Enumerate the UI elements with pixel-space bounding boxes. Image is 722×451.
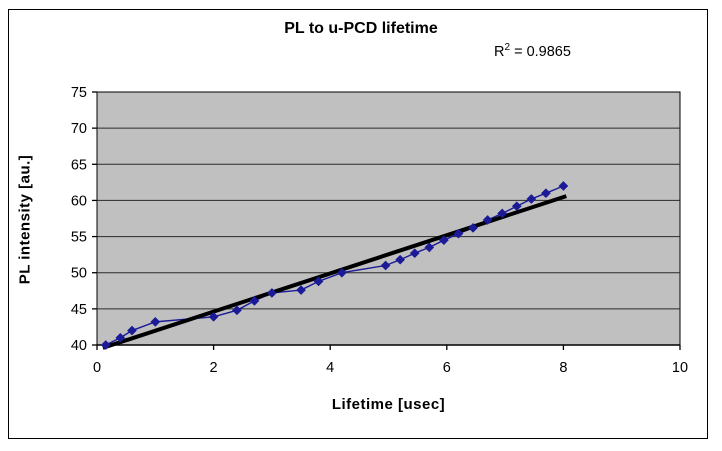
x-tick-label: 2 <box>210 360 218 376</box>
data-point-marker <box>438 235 449 246</box>
data-point-marker <box>115 332 126 343</box>
y-tick-label: 40 <box>71 338 87 354</box>
data-point-marker <box>540 188 551 199</box>
x-tick-label: 4 <box>326 360 334 376</box>
data-point-marker <box>526 194 537 204</box>
data-point-marker <box>558 181 569 191</box>
data-point-marker <box>511 201 522 212</box>
x-axis-title: Lifetime [usec] <box>331 396 446 413</box>
x-tick-label: 6 <box>443 360 451 376</box>
data-point-marker <box>127 325 137 336</box>
y-tick-label: 75 <box>71 85 87 101</box>
data-point-marker <box>208 311 219 322</box>
plot-area <box>96 91 681 346</box>
data-point-marker <box>150 316 161 327</box>
x-tick-label: 10 <box>672 360 688 376</box>
y-tick-label: 55 <box>71 230 87 246</box>
y-tick-label: 60 <box>71 193 87 209</box>
data-point-marker <box>482 214 493 225</box>
data-point-marker <box>424 242 435 253</box>
r-squared-annotation: R2 = 0.9865 <box>494 42 604 60</box>
data-point-marker <box>266 288 277 298</box>
data-point-marker <box>497 208 508 219</box>
r-squared-exponent: 2 <box>504 42 511 54</box>
x-tick-label: 0 <box>93 360 101 376</box>
y-tick-label: 45 <box>71 302 87 318</box>
data-point-marker <box>296 285 307 296</box>
y-tick-label: 50 <box>71 266 87 282</box>
data-point-marker <box>231 305 242 316</box>
r-squared-base: R <box>494 44 505 60</box>
y-tick-label: 65 <box>71 157 87 173</box>
chart-title: PL to u-PCD lifetime <box>284 20 438 37</box>
data-point-marker <box>409 248 420 259</box>
data-point-marker <box>468 222 478 233</box>
data-point-marker <box>313 276 324 287</box>
y-axis-title: PL intensity [au.] <box>16 154 34 285</box>
y-tick-label: 70 <box>71 121 87 137</box>
data-point-marker <box>453 228 464 239</box>
x-tick-label: 8 <box>559 360 567 376</box>
data-point-marker <box>336 267 347 278</box>
data-point-marker <box>395 254 406 265</box>
data-point-marker <box>100 340 111 350</box>
data-point-marker <box>380 260 391 271</box>
r-squared-value: = 0.9865 <box>510 44 571 60</box>
data-point-marker <box>249 295 260 306</box>
